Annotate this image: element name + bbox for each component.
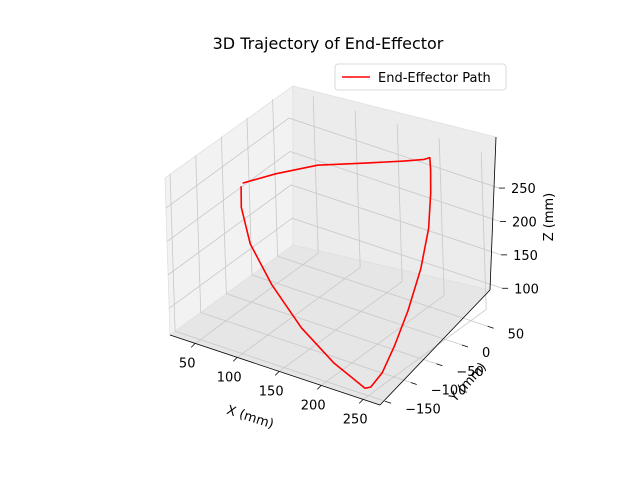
x-tick-mark xyxy=(190,343,196,348)
grid-line-x xyxy=(236,267,361,358)
y-tick-mark xyxy=(410,382,417,385)
x-axis-line xyxy=(169,334,381,406)
axes-3d xyxy=(164,85,503,406)
legend: End-Effector Path xyxy=(334,63,507,91)
legend-box xyxy=(334,63,507,91)
grid-line-x xyxy=(312,96,319,254)
grid-line-z xyxy=(289,151,501,222)
grid-line-z xyxy=(166,151,291,242)
x-axis-label: X (mm) xyxy=(225,403,276,432)
grid-line-z xyxy=(165,117,290,209)
grid-line-y xyxy=(277,255,488,327)
x-tick-label: 50 xyxy=(179,356,196,371)
grid-line-y xyxy=(169,174,176,332)
grid-line-x xyxy=(194,253,319,344)
grid-line-y xyxy=(200,312,411,383)
grid-line-y xyxy=(220,136,227,294)
x-tick-label: 150 xyxy=(259,384,284,399)
grid-line-x xyxy=(396,124,403,282)
chart-title: 3D Trajectory of End-Effector xyxy=(213,34,444,53)
series-line-end-effector-path xyxy=(240,156,432,390)
z-axis-label: Z (mm) xyxy=(542,193,557,242)
grid-line-z xyxy=(288,117,500,189)
z-tick-label: 200 xyxy=(512,215,537,230)
x-tick-label: 200 xyxy=(301,398,326,413)
y-tick-mark xyxy=(487,325,494,329)
grid-line-y xyxy=(251,274,463,346)
grid-line-y xyxy=(226,293,437,365)
x-tick-mark xyxy=(316,385,322,390)
grid-lines xyxy=(165,96,503,402)
z-tick-label: 250 xyxy=(511,182,536,197)
x-tick-group: 50 100 150 200 250 xyxy=(179,343,368,427)
x-tick-mark xyxy=(274,371,280,376)
grid-line-x xyxy=(278,281,403,372)
y-tick-mark xyxy=(436,363,443,367)
x-tick-mark xyxy=(358,399,364,404)
z-tick-label: 150 xyxy=(513,249,538,264)
y-tick-label: −150 xyxy=(405,402,441,417)
y-axis-line xyxy=(379,289,491,406)
legend-entry-end-effector-path: End-Effector Path xyxy=(378,71,491,86)
z-axis-line xyxy=(489,136,497,291)
grid-line-x xyxy=(480,152,487,310)
grid-line-y xyxy=(174,330,386,402)
z-tick-group: 100 150 200 250 xyxy=(498,182,539,297)
grid-line-x xyxy=(438,138,445,296)
y-tick-mark xyxy=(461,344,469,348)
grid-line-x xyxy=(320,295,445,386)
grid-line-z xyxy=(292,217,503,289)
grid-line-z xyxy=(167,184,292,276)
x-tick-mark xyxy=(232,357,238,362)
y-tick-group: −150 −100 −50 0 50 xyxy=(384,325,525,417)
grid-line-x xyxy=(354,110,361,268)
grid-line-y xyxy=(195,155,202,313)
grid-line-y xyxy=(272,99,279,257)
y-tick-label: 50 xyxy=(508,327,525,342)
grid-line-z xyxy=(290,184,502,256)
y-tick-mark xyxy=(384,400,392,404)
grid-line-x xyxy=(362,309,487,400)
y-tick-label: −100 xyxy=(431,384,467,399)
z-tick-label: 100 xyxy=(514,282,539,297)
x-tick-label: 100 xyxy=(217,370,242,385)
grid-line-y xyxy=(246,117,253,276)
y-tick-label: −50 xyxy=(456,365,483,380)
x-tick-label: 250 xyxy=(343,412,368,427)
y-tick-label: 0 xyxy=(482,346,490,361)
grid-line-z xyxy=(168,217,293,309)
